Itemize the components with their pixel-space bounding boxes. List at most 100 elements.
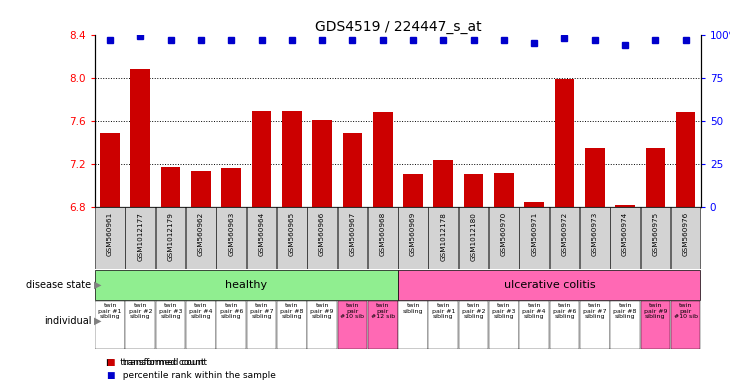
FancyBboxPatch shape bbox=[155, 301, 185, 349]
FancyBboxPatch shape bbox=[126, 301, 155, 349]
FancyBboxPatch shape bbox=[458, 207, 488, 269]
Bar bbox=[555, 79, 575, 207]
FancyBboxPatch shape bbox=[216, 207, 246, 269]
FancyBboxPatch shape bbox=[368, 301, 398, 349]
Text: ■: ■ bbox=[106, 358, 115, 367]
Bar bbox=[312, 120, 332, 207]
Bar bbox=[585, 148, 604, 207]
Text: GSM560966: GSM560966 bbox=[319, 212, 325, 256]
Text: twin
pair #9
sibling: twin pair #9 sibling bbox=[644, 303, 667, 319]
Text: twin
pair #4
sibling: twin pair #4 sibling bbox=[189, 303, 212, 319]
Text: twin
pair
#10 sib: twin pair #10 sib bbox=[340, 303, 364, 319]
FancyBboxPatch shape bbox=[640, 301, 670, 349]
FancyBboxPatch shape bbox=[247, 207, 277, 269]
Bar bbox=[221, 169, 241, 207]
FancyBboxPatch shape bbox=[429, 207, 458, 269]
FancyBboxPatch shape bbox=[95, 270, 398, 300]
Text: individual: individual bbox=[44, 316, 91, 326]
Bar bbox=[676, 113, 696, 207]
Text: twin
pair #1
sibling: twin pair #1 sibling bbox=[99, 303, 122, 319]
FancyBboxPatch shape bbox=[610, 207, 640, 269]
Bar bbox=[191, 170, 211, 207]
Text: GSM560976: GSM560976 bbox=[683, 212, 688, 256]
Text: GSM1012180: GSM1012180 bbox=[471, 212, 477, 260]
FancyBboxPatch shape bbox=[95, 207, 125, 269]
Bar bbox=[161, 167, 180, 207]
Bar bbox=[464, 174, 483, 207]
Text: twin
pair #1
sibling: twin pair #1 sibling bbox=[431, 303, 455, 319]
FancyBboxPatch shape bbox=[671, 301, 701, 349]
Title: GDS4519 / 224447_s_at: GDS4519 / 224447_s_at bbox=[315, 20, 481, 33]
Text: GSM560967: GSM560967 bbox=[350, 212, 356, 256]
FancyBboxPatch shape bbox=[640, 207, 670, 269]
FancyBboxPatch shape bbox=[368, 207, 398, 269]
Bar bbox=[434, 160, 453, 207]
Text: twin
pair #2
sibling: twin pair #2 sibling bbox=[128, 303, 152, 319]
Text: GSM560971: GSM560971 bbox=[531, 212, 537, 256]
FancyBboxPatch shape bbox=[216, 301, 246, 349]
Text: twin
pair #4
sibling: twin pair #4 sibling bbox=[523, 303, 546, 319]
FancyBboxPatch shape bbox=[550, 301, 580, 349]
Bar bbox=[494, 173, 514, 207]
Text: percentile rank within the sample: percentile rank within the sample bbox=[117, 371, 276, 380]
FancyBboxPatch shape bbox=[186, 301, 216, 349]
Text: twin
pair #6
sibling: twin pair #6 sibling bbox=[220, 303, 243, 319]
Text: disease state: disease state bbox=[26, 280, 91, 290]
FancyBboxPatch shape bbox=[307, 207, 337, 269]
Text: GSM560975: GSM560975 bbox=[653, 212, 658, 256]
Text: GSM560965: GSM560965 bbox=[289, 212, 295, 256]
Text: GSM560963: GSM560963 bbox=[228, 212, 234, 256]
Text: GSM560974: GSM560974 bbox=[622, 212, 628, 256]
FancyBboxPatch shape bbox=[337, 207, 367, 269]
FancyBboxPatch shape bbox=[580, 207, 610, 269]
Text: twin
pair #3
sibling: twin pair #3 sibling bbox=[492, 303, 515, 319]
Text: ▶: ▶ bbox=[94, 316, 101, 326]
Text: ■  transformed count: ■ transformed count bbox=[106, 358, 204, 367]
Text: twin
pair #3
sibling: twin pair #3 sibling bbox=[159, 303, 182, 319]
Text: twin
pair #8
sibling: twin pair #8 sibling bbox=[280, 303, 304, 319]
Text: GSM560962: GSM560962 bbox=[198, 212, 204, 256]
Text: ▶: ▶ bbox=[94, 280, 101, 290]
Text: GSM1012178: GSM1012178 bbox=[440, 212, 446, 260]
Text: twin
pair #7
sibling: twin pair #7 sibling bbox=[250, 303, 273, 319]
Text: GSM560968: GSM560968 bbox=[380, 212, 385, 256]
Text: GSM560972: GSM560972 bbox=[561, 212, 567, 256]
Bar bbox=[100, 133, 120, 207]
FancyBboxPatch shape bbox=[95, 301, 125, 349]
FancyBboxPatch shape bbox=[277, 301, 307, 349]
Text: GSM560969: GSM560969 bbox=[410, 212, 416, 256]
FancyBboxPatch shape bbox=[337, 301, 367, 349]
Bar bbox=[645, 148, 665, 207]
Bar bbox=[615, 205, 635, 207]
FancyBboxPatch shape bbox=[247, 301, 277, 349]
FancyBboxPatch shape bbox=[155, 207, 185, 269]
Text: GSM1012179: GSM1012179 bbox=[168, 212, 174, 260]
FancyBboxPatch shape bbox=[126, 207, 155, 269]
Bar bbox=[252, 111, 272, 207]
FancyBboxPatch shape bbox=[398, 301, 428, 349]
Text: GSM560970: GSM560970 bbox=[501, 212, 507, 256]
FancyBboxPatch shape bbox=[519, 301, 549, 349]
Bar bbox=[403, 174, 423, 207]
FancyBboxPatch shape bbox=[398, 270, 701, 300]
FancyBboxPatch shape bbox=[186, 207, 216, 269]
Bar bbox=[373, 113, 393, 207]
FancyBboxPatch shape bbox=[519, 207, 549, 269]
Text: twin
pair #6
sibling: twin pair #6 sibling bbox=[553, 303, 576, 319]
Text: GSM560973: GSM560973 bbox=[592, 212, 598, 256]
Text: twin
pair #7
sibling: twin pair #7 sibling bbox=[583, 303, 607, 319]
FancyBboxPatch shape bbox=[489, 301, 519, 349]
Bar bbox=[282, 111, 301, 207]
Text: transformed count: transformed count bbox=[117, 358, 207, 367]
Text: twin
sibling: twin sibling bbox=[403, 303, 423, 314]
Text: ulcerative colitis: ulcerative colitis bbox=[504, 280, 595, 290]
Bar bbox=[131, 69, 150, 207]
FancyBboxPatch shape bbox=[489, 207, 519, 269]
Text: ■: ■ bbox=[106, 371, 115, 380]
FancyBboxPatch shape bbox=[671, 207, 701, 269]
Text: GSM560964: GSM560964 bbox=[258, 212, 264, 256]
FancyBboxPatch shape bbox=[580, 301, 610, 349]
Bar bbox=[342, 133, 362, 207]
FancyBboxPatch shape bbox=[610, 301, 640, 349]
Bar bbox=[524, 202, 544, 207]
